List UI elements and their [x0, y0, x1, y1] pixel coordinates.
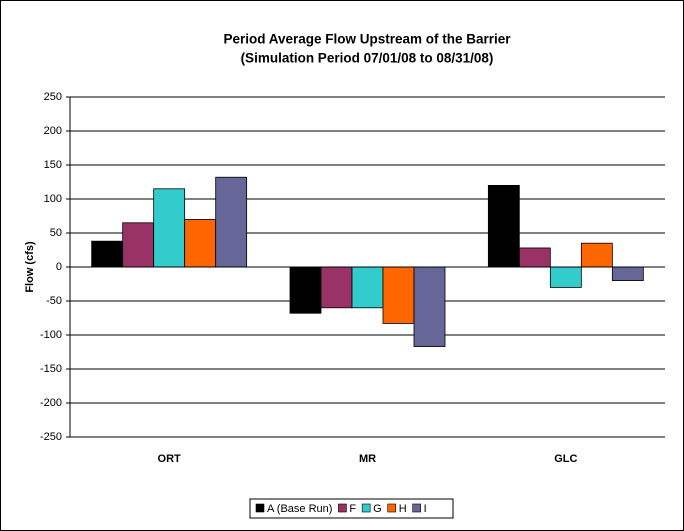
legend-swatch [412, 503, 421, 513]
y-axis-label: Flow (cfs) [24, 241, 36, 293]
legend-label: F [349, 503, 356, 515]
y-tick-label: -150 [40, 363, 62, 375]
bar [382, 266, 415, 324]
bar [580, 242, 613, 268]
y-tick-label: 150 [44, 159, 62, 171]
legend-box [249, 498, 454, 519]
legend-swatch [361, 503, 371, 513]
y-tick-label: -200 [40, 397, 62, 409]
bar [549, 266, 582, 288]
bar [518, 247, 551, 268]
y-tick-label: 250 [44, 91, 62, 103]
y-tick-label: 0 [56, 261, 62, 273]
x-tick-label: MR [359, 453, 376, 465]
bar [413, 266, 446, 347]
y-tick-label: -250 [40, 431, 62, 443]
legend-label: I [424, 503, 427, 515]
y-tick-label: 50 [50, 227, 62, 239]
legend-swatch [338, 503, 347, 513]
bar [289, 266, 322, 314]
legend-swatch [387, 503, 397, 513]
bar [184, 218, 217, 268]
bar [122, 222, 155, 268]
bar [351, 266, 384, 309]
y-tick-label: 100 [44, 193, 62, 205]
x-tick-label: GLC [554, 453, 577, 465]
bar [320, 266, 353, 309]
legend-swatch [255, 503, 265, 513]
legend-label: G [373, 503, 382, 515]
legend-label: A (Base Run) [267, 503, 332, 515]
x-tick-label: ORT [158, 453, 182, 465]
legend-label: H [399, 503, 407, 515]
bar [153, 188, 186, 268]
bar [91, 240, 124, 268]
y-tick-label: 200 [44, 125, 62, 137]
y-tick-label: -100 [40, 329, 62, 341]
y-tick-label: -50 [46, 295, 62, 307]
chart-title: Period Average Flow Upstream of the Barr… [223, 32, 511, 47]
bar [611, 266, 644, 282]
bar [215, 176, 248, 268]
bar [487, 184, 520, 268]
chart-subtitle: (Simulation Period 07/01/08 to 08/31/08) [241, 51, 494, 66]
